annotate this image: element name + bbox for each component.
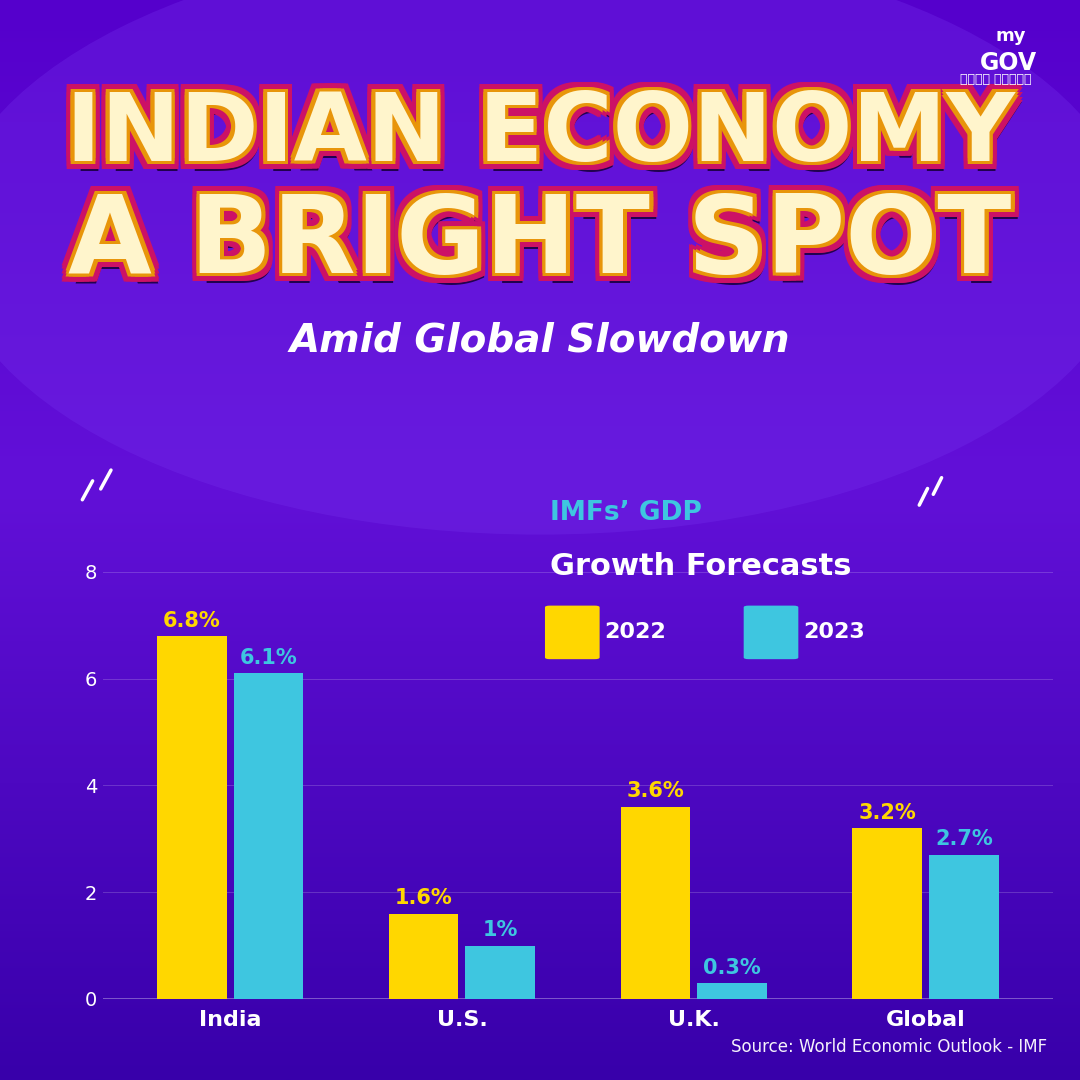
Text: INDIAN ECONOMY: INDIAN ECONOMY <box>60 81 1009 174</box>
Text: INDIAN ECONOMY: INDIAN ECONOMY <box>60 96 1009 189</box>
Bar <box>233 673 303 999</box>
Bar <box>929 855 999 999</box>
Text: INDIAN ECONOMY: INDIAN ECONOMY <box>58 83 1007 176</box>
Bar <box>157 636 227 999</box>
Text: INDIAN ECONOMY: INDIAN ECONOMY <box>63 85 1011 178</box>
Text: A BRIGHT SPOT: A BRIGHT SPOT <box>60 183 1004 288</box>
Ellipse shape <box>0 0 1080 535</box>
Text: मेरी सरकार: मेरी सरकार <box>960 73 1031 86</box>
Text: A BRIGHT SPOT: A BRIGHT SPOT <box>68 198 1012 303</box>
Text: INDIAN ECONOMY: INDIAN ECONOMY <box>73 96 1022 189</box>
Text: A BRIGHT SPOT: A BRIGHT SPOT <box>76 190 1020 296</box>
Text: INDIAN ECONOMY: INDIAN ECONOMY <box>69 85 1017 178</box>
Text: A BRIGHT SPOT: A BRIGHT SPOT <box>60 185 1004 291</box>
Text: A BRIGHT SPOT: A BRIGHT SPOT <box>63 183 1007 288</box>
Bar <box>465 946 535 999</box>
Text: INDIAN ECONOMY: INDIAN ECONOMY <box>71 94 1020 187</box>
Text: A BRIGHT SPOT: A BRIGHT SPOT <box>63 195 1007 301</box>
Text: A BRIGHT SPOT: A BRIGHT SPOT <box>63 198 1007 303</box>
Text: A BRIGHT SPOT: A BRIGHT SPOT <box>63 190 1007 296</box>
Text: Growth Forecasts: Growth Forecasts <box>550 552 851 581</box>
Text: INDIAN ECONOMY: INDIAN ECONOMY <box>60 83 1009 176</box>
Text: INDIAN ECONOMY: INDIAN ECONOMY <box>73 83 1022 176</box>
FancyBboxPatch shape <box>744 606 798 659</box>
Text: 6.1%: 6.1% <box>240 648 297 667</box>
Bar <box>852 828 922 999</box>
Text: A BRIGHT SPOT: A BRIGHT SPOT <box>76 195 1020 301</box>
Text: A BRIGHT SPOT: A BRIGHT SPOT <box>73 183 1017 288</box>
Text: A BRIGHT SPOT: A BRIGHT SPOT <box>71 193 1015 299</box>
Text: A BRIGHT SPOT: A BRIGHT SPOT <box>76 198 1020 303</box>
Text: INDIAN ECONOMY: INDIAN ECONOMY <box>73 89 1022 181</box>
Text: 3.6%: 3.6% <box>626 782 685 801</box>
Text: INDIAN ECONOMY: INDIAN ECONOMY <box>60 89 1009 181</box>
Text: 1.6%: 1.6% <box>395 888 453 908</box>
Text: INDIAN ECONOMY: INDIAN ECONOMY <box>66 96 1014 189</box>
Text: A BRIGHT SPOT: A BRIGHT SPOT <box>75 200 1018 306</box>
Text: INDIAN ECONOMY: INDIAN ECONOMY <box>71 96 1020 189</box>
Text: A BRIGHT SPOT: A BRIGHT SPOT <box>76 183 1020 288</box>
Text: 2023: 2023 <box>804 622 865 643</box>
Bar <box>698 983 767 999</box>
Text: A BRIGHT SPOT: A BRIGHT SPOT <box>68 190 1012 296</box>
Text: A BRIGHT SPOT: A BRIGHT SPOT <box>71 190 1015 296</box>
Text: A BRIGHT SPOT: A BRIGHT SPOT <box>68 185 1012 291</box>
Text: A BRIGHT SPOT: A BRIGHT SPOT <box>68 187 1012 293</box>
Text: INDIAN ECONOMY: INDIAN ECONOMY <box>66 92 1014 185</box>
Text: A BRIGHT SPOT: A BRIGHT SPOT <box>76 185 1020 291</box>
Text: Source: World Economic Outlook - IMF: Source: World Economic Outlook - IMF <box>731 1038 1048 1056</box>
Text: 2022: 2022 <box>605 622 666 643</box>
Bar <box>389 914 458 999</box>
Text: INDIAN ECONOMY: INDIAN ECONOMY <box>63 89 1011 181</box>
Text: A BRIGHT SPOT: A BRIGHT SPOT <box>65 193 1009 299</box>
Text: A BRIGHT SPOT: A BRIGHT SPOT <box>73 185 1017 291</box>
Text: INDIAN ECONOMY: INDIAN ECONOMY <box>71 83 1020 176</box>
Text: 0.3%: 0.3% <box>703 958 760 977</box>
Text: my: my <box>996 27 1026 45</box>
Text: A BRIGHT SPOT: A BRIGHT SPOT <box>65 187 1009 293</box>
Text: A BRIGHT SPOT: A BRIGHT SPOT <box>60 190 1004 296</box>
Text: A BRIGHT SPOT: A BRIGHT SPOT <box>65 190 1009 296</box>
Text: A BRIGHT SPOT: A BRIGHT SPOT <box>73 198 1017 303</box>
Text: INDIAN ECONOMY: INDIAN ECONOMY <box>72 98 1021 191</box>
Text: 3.2%: 3.2% <box>859 802 916 823</box>
Text: INDIAN ECONOMY: INDIAN ECONOMY <box>71 89 1020 181</box>
Text: INDIAN ECONOMY: INDIAN ECONOMY <box>69 89 1017 181</box>
Text: INDIAN ECONOMY: INDIAN ECONOMY <box>66 85 1014 178</box>
Text: 6.8%: 6.8% <box>163 610 220 631</box>
Text: A BRIGHT SPOT: A BRIGHT SPOT <box>60 198 1004 303</box>
Text: A BRIGHT SPOT: A BRIGHT SPOT <box>60 195 1004 301</box>
Text: INDIAN ECONOMY: INDIAN ECONOMY <box>66 94 1014 187</box>
Text: Amid Global Slowdown: Amid Global Slowdown <box>289 321 791 360</box>
Text: A BRIGHT SPOT: A BRIGHT SPOT <box>68 195 1012 301</box>
Text: 2.7%: 2.7% <box>935 829 993 850</box>
Text: 1%: 1% <box>483 920 517 941</box>
Text: INDIAN ECONOMY: INDIAN ECONOMY <box>66 89 1014 181</box>
Text: INDIAN ECONOMY: INDIAN ECONOMY <box>66 83 1014 176</box>
FancyBboxPatch shape <box>545 606 599 659</box>
Text: IMFs’ GDP: IMFs’ GDP <box>550 500 702 526</box>
Text: A BRIGHT SPOT: A BRIGHT SPOT <box>63 185 1007 291</box>
Text: A BRIGHT SPOT: A BRIGHT SPOT <box>68 193 1012 299</box>
Text: INDIAN ECONOMY: INDIAN ECONOMY <box>58 94 1007 187</box>
Text: INDIAN ECONOMY: INDIAN ECONOMY <box>73 94 1022 187</box>
Text: INDIAN ECONOMY: INDIAN ECONOMY <box>58 81 1007 174</box>
Text: INDIAN ECONOMY: INDIAN ECONOMY <box>71 81 1020 174</box>
Text: INDIAN ECONOMY: INDIAN ECONOMY <box>66 81 1014 174</box>
Text: INDIAN ECONOMY: INDIAN ECONOMY <box>58 96 1007 189</box>
Text: A BRIGHT SPOT: A BRIGHT SPOT <box>68 183 1012 288</box>
Text: INDIAN ECONOMY: INDIAN ECONOMY <box>73 81 1022 174</box>
Text: GOV: GOV <box>980 51 1037 75</box>
Text: INDIAN ECONOMY: INDIAN ECONOMY <box>69 92 1017 185</box>
Text: A BRIGHT SPOT: A BRIGHT SPOT <box>71 187 1015 293</box>
Text: A BRIGHT SPOT: A BRIGHT SPOT <box>73 195 1017 301</box>
Text: INDIAN ECONOMY: INDIAN ECONOMY <box>58 89 1007 181</box>
Text: INDIAN ECONOMY: INDIAN ECONOMY <box>60 94 1009 187</box>
Text: INDIAN ECONOMY: INDIAN ECONOMY <box>63 92 1011 185</box>
Bar <box>621 807 690 999</box>
Text: A BRIGHT SPOT: A BRIGHT SPOT <box>73 190 1017 296</box>
